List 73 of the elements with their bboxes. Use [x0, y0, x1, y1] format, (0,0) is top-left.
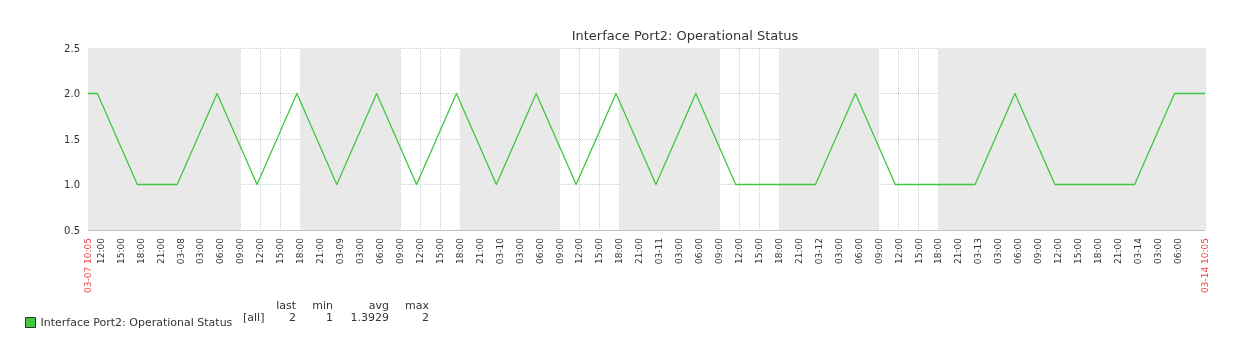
x-tick-label: 03-14	[1132, 237, 1143, 265]
legend-label: Interface Port2: Operational Status	[40, 316, 233, 329]
x-tick-label: 06:00	[694, 237, 705, 264]
x-tick-label: 21:00	[793, 237, 804, 264]
text: 1.3929	[350, 311, 389, 324]
x-tick-label: 06:00	[215, 237, 226, 264]
x-tick-label: 15:00	[594, 237, 605, 264]
x-tick-label: 03-13	[973, 238, 984, 265]
text: last	[276, 299, 297, 312]
x-tick-label: 21:00	[474, 237, 485, 264]
x-tick-label: 12:00	[255, 237, 266, 264]
x-tick-label: 12:00	[574, 237, 585, 264]
x-tick-label: 18:00	[1093, 237, 1104, 264]
text: max	[405, 299, 430, 312]
x-tick-label: 03:00	[514, 237, 525, 264]
x-tick-label: 03:00	[674, 237, 685, 264]
x-tick-label: 06:00	[1013, 237, 1024, 264]
x-tick-label: 09:00	[235, 237, 246, 264]
x-tick-label: 21:00	[155, 237, 166, 264]
x-tick-label: 03:00	[355, 237, 366, 264]
x-tick-label: 09:00	[394, 237, 405, 264]
text: min	[312, 299, 334, 312]
x-tick-label: 15:00	[275, 237, 286, 264]
text: 2	[289, 311, 296, 324]
x-tick-label: 03:00	[1152, 237, 1163, 264]
x-tick-label: 03:00	[993, 237, 1004, 264]
y-tick-label: 2.5	[64, 42, 80, 54]
x-tick-label: 09:00	[873, 237, 884, 264]
x-tick-label: 15:00	[913, 237, 924, 264]
x-tick-label: 03-08	[175, 237, 186, 265]
x-tick-label: 12:00	[734, 237, 745, 264]
x-tick-label: 18:00	[773, 237, 784, 264]
text: 1	[326, 311, 333, 324]
x-tick-label: 18:00	[295, 237, 306, 264]
x-tick-label: 21:00	[634, 237, 645, 264]
x-tick-label: 12:00	[414, 237, 425, 264]
x-tick-label: 15:00	[1073, 237, 1084, 264]
x-tick-label: 21:00	[315, 237, 326, 264]
x-tick-label: 06:00	[853, 237, 864, 264]
chart-title: Interface Port2: Operational Status	[571, 28, 799, 43]
x-tick-label: 15:00	[115, 237, 126, 264]
x-tick-label: 06:00	[374, 237, 385, 264]
x-tick-label: 21:00	[1113, 237, 1124, 264]
x-tick-label: 18:00	[454, 237, 465, 264]
x-tick-label: 03-11	[654, 238, 665, 265]
x-tick-label: 06:00	[534, 237, 545, 264]
x-tick-label: 12:00	[1053, 237, 1064, 264]
x-tick-label: 18:00	[614, 237, 625, 264]
x-tick-label: 03-12	[813, 238, 824, 265]
text: avg	[368, 299, 389, 312]
x-tick-label: 03-14 10:05	[1200, 238, 1210, 293]
x-tick-label: 03-07 10:05	[83, 238, 93, 293]
x-tick-label: 09:00	[1033, 237, 1044, 264]
x-tick-label: 03-09	[335, 237, 346, 265]
x-tick-label: 12:00	[893, 237, 904, 264]
x-tick-label: 09:00	[554, 237, 565, 264]
text: [all]	[243, 311, 265, 324]
x-tick-label: 15:00	[753, 237, 764, 264]
x-tick-label: 03:00	[195, 237, 206, 264]
text: 2	[422, 311, 429, 324]
y-tick-label: 2.0	[64, 88, 80, 99]
x-tick-label: 06:00	[1172, 237, 1183, 264]
y-tick-label: 1.0	[64, 179, 80, 190]
x-tick-label: 15:00	[434, 237, 445, 264]
y-tick-label: 0.5	[64, 224, 80, 236]
x-tick-label: 18:00	[135, 237, 146, 264]
x-tick-label: 18:00	[933, 237, 944, 264]
x-tick-label: 12:00	[95, 237, 106, 264]
x-tick-label: 21:00	[953, 237, 964, 264]
x-tick-label: 03:00	[833, 237, 844, 264]
y-tick-label: 1.5	[64, 133, 80, 145]
x-tick-label: 03-10	[494, 237, 505, 265]
x-tick-label: 09:00	[714, 237, 725, 264]
